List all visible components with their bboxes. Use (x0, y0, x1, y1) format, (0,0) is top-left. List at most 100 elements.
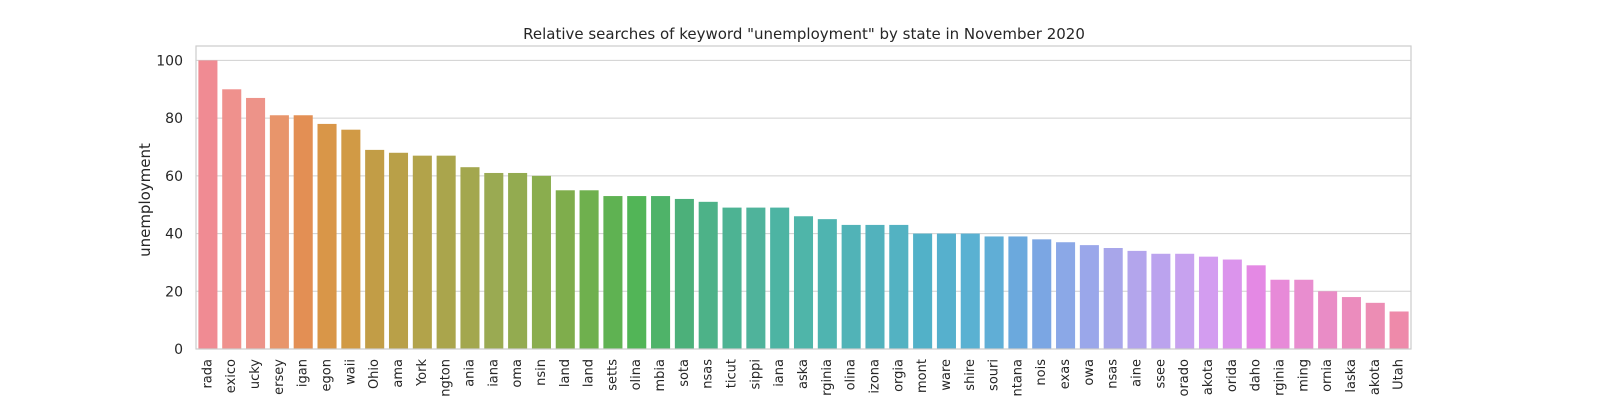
bar (722, 207, 742, 349)
bar (1365, 302, 1385, 349)
x-tick-label: olina (629, 359, 644, 390)
bar (1079, 245, 1099, 349)
x-tick-label: akota (1368, 359, 1383, 395)
x-tick-label: rginia (820, 359, 835, 396)
x-tick-label: iana (772, 359, 787, 387)
y-tick-label: 0 (174, 342, 183, 358)
bar (1222, 259, 1242, 349)
bar (508, 172, 528, 349)
bar (1032, 239, 1052, 349)
bar (484, 172, 504, 349)
bar (436, 155, 456, 349)
x-tick-label: orgia (891, 359, 906, 392)
x-tick-label: ersey (272, 359, 287, 395)
x-tick-label: aine (1130, 359, 1145, 387)
bar (1175, 253, 1195, 349)
x-tick-label: olina (844, 359, 859, 390)
y-tick-label: 80 (165, 111, 183, 127)
x-tick-label: Utah (1392, 359, 1407, 390)
x-tick-label: izona (867, 359, 882, 394)
x-tick-label: land (558, 359, 573, 387)
x-tick-label: sota (677, 359, 692, 387)
bar (674, 198, 694, 349)
x-tick-label: ama (391, 359, 406, 388)
x-tick-label: setts (605, 359, 620, 391)
x-tick-label: Ohio (367, 359, 382, 389)
x-tick-label: exas (1058, 359, 1073, 389)
x-tick-label: aska (796, 359, 811, 389)
x-tick-label: nsas (1106, 359, 1121, 389)
bar (412, 155, 432, 349)
bar (579, 190, 599, 349)
bar (341, 129, 361, 349)
y-tick-labels: 0 20 40 60 80 100 (156, 53, 183, 358)
x-tick-label: mbia (653, 359, 668, 392)
x-tick-label: laska (1344, 359, 1359, 393)
bar (222, 89, 242, 350)
plot-frame (195, 45, 1412, 350)
bar (1389, 311, 1409, 349)
x-tick-label: mont (915, 359, 930, 393)
x-tick-label: ucky (248, 359, 263, 389)
x-tick-label: ticut (725, 359, 740, 388)
x-tick-label: shire (963, 359, 978, 391)
bar (984, 236, 1004, 349)
bar (651, 196, 671, 349)
bar (1056, 242, 1076, 349)
bar (1294, 279, 1314, 349)
bar (531, 175, 551, 349)
bars (198, 60, 1409, 350)
x-tick-label: nois (1034, 359, 1049, 386)
x-tick-label: exico (224, 359, 239, 393)
bar (793, 216, 814, 349)
bar (1270, 279, 1290, 349)
y-axis-label: unemployment (136, 143, 154, 257)
bar (1151, 253, 1171, 349)
bar (246, 97, 266, 349)
bar (1198, 256, 1219, 349)
bar (1318, 291, 1338, 349)
bar (603, 196, 623, 349)
bar (746, 207, 766, 349)
bar (1246, 265, 1266, 349)
y-tick-label: 40 (165, 227, 183, 243)
bar (269, 115, 289, 349)
x-tick-label: land (582, 359, 597, 387)
x-tick-label: York (415, 359, 430, 388)
x-tick-label: orida (1225, 359, 1240, 392)
x-tick-label: nsin (534, 359, 549, 386)
bar (817, 219, 837, 349)
x-tick-label: ssee (1153, 359, 1168, 389)
bar (698, 201, 718, 349)
bar (889, 224, 909, 349)
x-tick-label: owa (1082, 359, 1097, 386)
x-tick-label: waii (343, 359, 358, 385)
x-tick-label: oma (510, 359, 525, 388)
x-tick-label: souri (987, 359, 1002, 391)
y-tick-label: 100 (156, 53, 183, 69)
y-tick-label: 20 (165, 284, 183, 300)
bar (960, 233, 980, 349)
x-tick-label: ania (462, 359, 477, 387)
x-tick-label: ngton (439, 359, 454, 397)
bar (770, 207, 790, 349)
bar (555, 190, 575, 349)
bar (627, 196, 647, 349)
x-tick-label: nsas (701, 359, 716, 389)
bar (1341, 297, 1361, 349)
bar (198, 60, 218, 350)
x-tick-label: orado (1177, 359, 1192, 397)
x-tick-label: egon (320, 359, 335, 391)
bar (1127, 250, 1147, 349)
bar (460, 167, 480, 349)
bar (365, 149, 385, 349)
bar (841, 224, 861, 349)
bar (388, 152, 409, 349)
x-tick-label: sippi (748, 359, 763, 390)
x-tick-label: rada (200, 359, 215, 389)
bar (1008, 236, 1028, 349)
x-tick-label: igan (296, 359, 311, 387)
x-tick-label: ming (1296, 359, 1311, 392)
x-tick-label: ware (939, 359, 954, 391)
